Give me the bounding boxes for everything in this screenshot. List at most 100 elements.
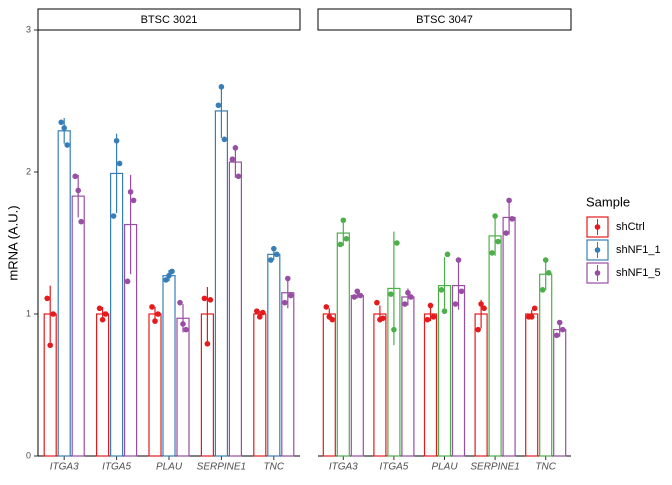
data-point (438, 287, 445, 293)
data-point (402, 301, 408, 307)
bar (57, 130, 71, 457)
data-point (424, 316, 431, 323)
bar (95, 313, 110, 457)
data-point (495, 238, 501, 245)
bar (214, 110, 228, 457)
data-point (288, 292, 294, 299)
x-tick-label: ITGA3 (50, 462, 79, 473)
data-point (455, 257, 462, 263)
bar (267, 253, 281, 457)
legend-title: Sample (586, 194, 630, 209)
data-point (215, 102, 222, 109)
x-tick-label: SERPINE1 (470, 462, 519, 473)
x-tick-label: TNC (264, 462, 285, 473)
data-point (559, 326, 566, 333)
data-point (152, 318, 158, 324)
bar (176, 317, 190, 457)
data-point (506, 197, 512, 204)
data-point (113, 137, 120, 144)
data-point (124, 278, 131, 285)
data-point (329, 316, 336, 323)
data-point (380, 315, 386, 322)
data-point (149, 304, 155, 310)
data-point (110, 213, 117, 219)
data-point (441, 308, 448, 314)
data-point (44, 295, 50, 302)
bar (253, 313, 267, 457)
bar (423, 313, 438, 457)
legend-key-point (594, 247, 601, 253)
bar (525, 313, 539, 457)
data-point (260, 309, 266, 316)
data-point (492, 213, 498, 219)
data-point (285, 275, 291, 282)
data-point (271, 245, 277, 252)
data-point (503, 230, 509, 236)
bar (474, 313, 488, 457)
bar (148, 313, 162, 457)
bar (336, 232, 350, 457)
data-point (235, 173, 242, 180)
y-axis-label: mRNA (A.U.) (5, 205, 20, 280)
data-point (232, 145, 239, 151)
x-tick-label: SERPINE1 (197, 462, 246, 473)
data-point (166, 272, 172, 279)
facet-strip (317, 8, 572, 31)
data-point (556, 319, 563, 326)
bar (539, 273, 553, 457)
data-point (444, 251, 451, 258)
bar (162, 275, 176, 457)
legend-key-point (594, 270, 601, 276)
legend-label: shNF1_5 (616, 267, 661, 279)
data-point (391, 326, 397, 333)
bar (71, 195, 85, 457)
x-tick-label: ITGA3 (329, 462, 358, 473)
data-point (169, 268, 175, 275)
data-point (282, 299, 288, 306)
data-point (340, 217, 347, 224)
data-point (427, 302, 434, 309)
data-point (177, 299, 183, 306)
data-point (489, 250, 495, 256)
data-point (478, 301, 484, 307)
x-tick-label: ITGA5 (379, 462, 408, 473)
data-point (337, 241, 344, 248)
data-point (50, 311, 56, 317)
x-tick-label: TNC (535, 462, 556, 473)
data-point (388, 291, 394, 297)
bar (322, 313, 336, 457)
data-point (229, 156, 236, 163)
bar (401, 296, 415, 457)
data-point (542, 257, 549, 263)
data-point (163, 277, 169, 283)
y-tick-label: 2 (26, 166, 31, 176)
data-point (207, 297, 214, 303)
data-point (64, 142, 70, 148)
bar (281, 292, 295, 457)
data-point (539, 287, 546, 293)
data-point (481, 305, 487, 312)
data-point (257, 314, 263, 320)
data-point (394, 240, 400, 246)
x-tick-label: PLAU (156, 462, 183, 473)
data-point (204, 341, 211, 347)
data-point (405, 289, 411, 296)
legend-label: shCtrl (616, 221, 645, 233)
data-point (274, 251, 280, 258)
legend-label: shNF1_1 (616, 244, 661, 256)
data-point (354, 288, 361, 295)
data-point (323, 304, 330, 310)
data-point (408, 294, 414, 300)
data-point (253, 308, 260, 314)
data-point (201, 295, 208, 302)
y-tick-label: 0 (26, 450, 31, 460)
bar (488, 235, 502, 457)
data-point (183, 326, 189, 333)
data-point (58, 119, 64, 126)
data-point (357, 292, 364, 299)
data-point (155, 311, 161, 317)
data-point (351, 294, 358, 300)
x-tick-label: ITGA5 (102, 462, 131, 473)
data-point (509, 216, 515, 222)
